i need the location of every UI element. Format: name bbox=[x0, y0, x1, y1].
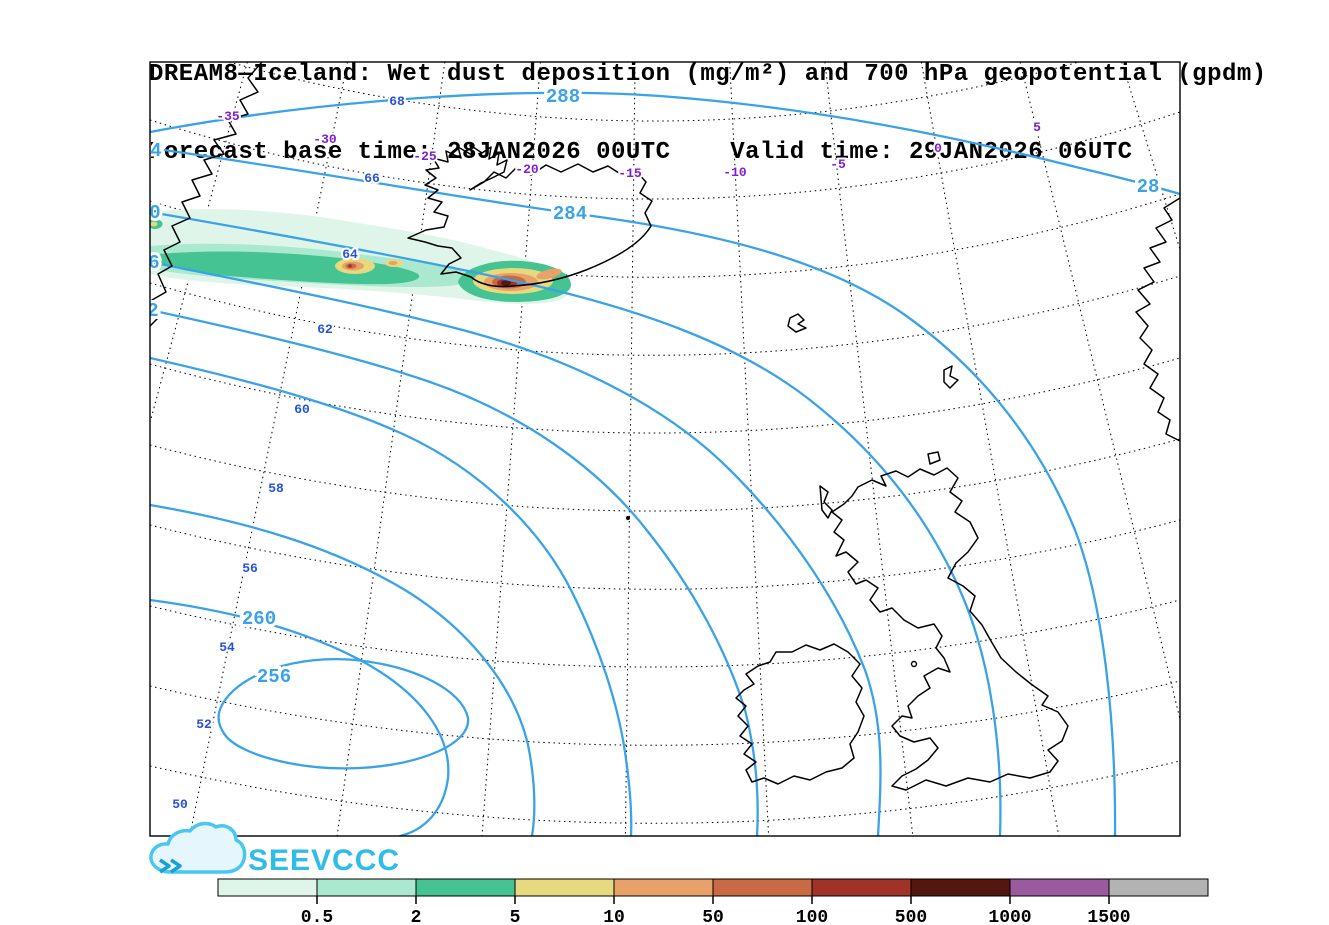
legend-label-1000: 1000 bbox=[988, 908, 1031, 925]
plume-iceland-maroon-core bbox=[501, 280, 511, 286]
contour-label-276-left: 6 bbox=[148, 252, 159, 274]
lat-label-60: 60 bbox=[294, 402, 310, 417]
longitude-labels: -35 -30 -25 -20 -15 -10 -5 0 5 bbox=[214, 107, 1043, 183]
contour-label-284: 284 bbox=[553, 203, 587, 225]
isle-of-man bbox=[910, 660, 918, 668]
double-chevron-icon bbox=[159, 858, 182, 874]
contour-268 bbox=[150, 356, 633, 836]
legend-ticks bbox=[316, 896, 1110, 904]
legend-swatch-5-10 bbox=[514, 878, 615, 897]
plume-level-5 bbox=[158, 251, 420, 285]
iceland-coast bbox=[407, 144, 653, 288]
deposition-color-legend: 0.5 2 5 10 50 100 500 1000 1500 bbox=[217, 878, 1209, 925]
contour-label-280-left: 0 bbox=[149, 202, 160, 224]
ireland-coast bbox=[735, 643, 865, 785]
contour-label-272-left: 2 bbox=[147, 300, 158, 322]
legend-label-500: 500 bbox=[895, 908, 927, 925]
great-britain-coast bbox=[831, 467, 1069, 791]
coastlines bbox=[150, 62, 1180, 791]
lat-label-68: 68 bbox=[389, 94, 405, 109]
lon-label--25: -25 bbox=[413, 149, 437, 164]
contour-label-288-right: 28 bbox=[1137, 176, 1160, 198]
contour-288 bbox=[150, 91, 1180, 196]
legend-swatch-50-100 bbox=[712, 878, 813, 897]
contour-272 bbox=[150, 308, 759, 836]
legend-label-0.5: 0.5 bbox=[301, 908, 333, 925]
contour-284 bbox=[150, 146, 1117, 836]
map-plot-area: 288 284 28 4 0 6 2 260 256 68 66 64 62 6… bbox=[147, 62, 1180, 836]
lon-label-0: 0 bbox=[934, 141, 942, 156]
legend-label-100: 100 bbox=[796, 908, 828, 925]
contour-264 bbox=[150, 503, 536, 836]
islet-dot bbox=[626, 516, 630, 520]
legend-label-1500: 1500 bbox=[1087, 908, 1130, 925]
title-line2: Forecast base time: 28JAN2026 00UTC Vali… bbox=[149, 139, 1133, 166]
legend-swatch-lt-0.5 bbox=[217, 878, 318, 897]
dust-deposition-plume bbox=[150, 209, 572, 304]
chart-title-block: DREAM8—Iceland: Wet dust deposition (mg/… bbox=[149, 10, 1267, 218]
lon-label--20: -20 bbox=[515, 162, 539, 177]
lat-label-54: 54 bbox=[219, 640, 235, 655]
lon-label--15: -15 bbox=[618, 166, 642, 181]
legend-swatch-2-5 bbox=[415, 878, 516, 897]
latitude-labels: 68 66 64 62 60 58 56 54 52 50 bbox=[170, 92, 407, 814]
lat-label-58: 58 bbox=[268, 481, 284, 496]
norway-coast bbox=[1135, 197, 1180, 442]
contour-label-284-left: 4 bbox=[150, 140, 161, 162]
legend-label-10: 10 bbox=[603, 908, 625, 925]
legend-swatch-100-500 bbox=[811, 878, 912, 897]
lat-label-66: 66 bbox=[364, 171, 380, 186]
small-islands bbox=[787, 313, 959, 519]
plume-iceland-streak bbox=[536, 268, 562, 280]
contour-label-260: 260 bbox=[242, 608, 276, 630]
contour-260 bbox=[150, 598, 450, 836]
plume-edge-spot-yellow bbox=[150, 221, 158, 227]
lat-label-64: 64 bbox=[342, 247, 358, 262]
legend-label-50: 50 bbox=[702, 908, 724, 925]
legend-swatch-0.5-2 bbox=[316, 878, 417, 897]
legend-swatch-500-1000 bbox=[910, 878, 1011, 897]
plume-hotspot-west-core bbox=[348, 264, 352, 268]
lon-label-5: 5 bbox=[1033, 120, 1041, 135]
lon-label--30: -30 bbox=[313, 132, 337, 147]
lon-label--5: -5 bbox=[830, 157, 846, 172]
legend-label-5: 5 bbox=[510, 908, 521, 925]
legend-label-2: 2 bbox=[411, 908, 422, 925]
cloud-icon bbox=[149, 821, 247, 874]
greenland-coast bbox=[150, 62, 263, 327]
legend-swatch-1000-1500 bbox=[1009, 878, 1110, 897]
contour-280 bbox=[150, 210, 1002, 836]
seevccc-logo: SEEVCCC bbox=[149, 821, 400, 877]
lat-label-56: 56 bbox=[242, 561, 258, 576]
legend-swatch-gt-1500 bbox=[1108, 878, 1209, 897]
legend-swatch-10-50 bbox=[613, 878, 714, 897]
lon-label--10: -10 bbox=[723, 165, 747, 180]
contour-labels: 288 284 28 4 0 6 2 260 256 bbox=[147, 83, 1162, 691]
lat-label-52: 52 bbox=[196, 717, 212, 732]
lat-label-50: 50 bbox=[172, 797, 188, 812]
graticule-parallels bbox=[150, 62, 1180, 824]
lat-label-62: 62 bbox=[317, 322, 333, 337]
geopotential-contours bbox=[150, 91, 1180, 836]
contour-256 bbox=[217, 658, 470, 770]
lon-label--35: -35 bbox=[216, 109, 240, 124]
contour-276 bbox=[150, 260, 882, 836]
graticule-meridians bbox=[150, 62, 1180, 836]
plume-hotspot-mid-orange bbox=[388, 261, 398, 265]
title-line1: DREAM8—Iceland: Wet dust deposition (mg/… bbox=[149, 61, 1267, 88]
contour-label-256: 256 bbox=[257, 666, 291, 688]
contour-label-288: 288 bbox=[546, 86, 580, 108]
map-frame bbox=[149, 61, 1181, 837]
logo-text: SEEVCCC bbox=[248, 844, 400, 877]
